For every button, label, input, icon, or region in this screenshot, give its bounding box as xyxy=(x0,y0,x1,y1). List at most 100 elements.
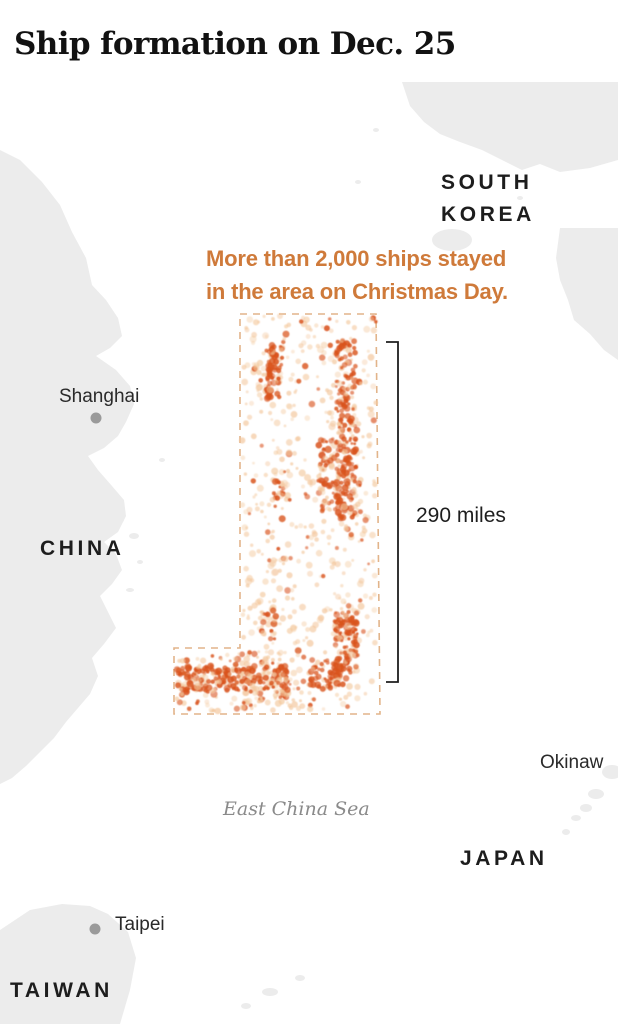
ship-dot xyxy=(316,478,320,483)
ship-dot xyxy=(341,610,345,615)
ship-dot xyxy=(253,620,258,626)
ship-dot xyxy=(329,395,334,400)
ship-dot xyxy=(284,686,291,694)
ship-dot xyxy=(330,415,334,420)
ship-dot xyxy=(345,704,350,709)
ship-dot xyxy=(315,673,322,680)
ship-dot xyxy=(278,622,282,626)
ship-dot xyxy=(307,706,314,713)
ship-dot xyxy=(263,643,270,650)
annotation-line-2: in the area on Christmas Day. xyxy=(206,279,508,304)
ship-dot xyxy=(321,608,328,614)
ship-dot xyxy=(288,677,293,682)
ship-dot xyxy=(269,531,273,535)
ship-dot xyxy=(270,657,275,662)
ship-dot xyxy=(301,340,307,346)
ship-dot xyxy=(271,354,278,361)
ship-dot xyxy=(339,412,346,419)
ship-dot xyxy=(339,408,345,413)
ship-dot xyxy=(217,674,222,679)
ship-dot xyxy=(295,705,302,712)
ship-dot xyxy=(346,493,353,500)
ship-dot xyxy=(272,668,278,674)
ship-dot xyxy=(300,678,307,685)
ship-dot xyxy=(372,639,378,646)
ship-dot xyxy=(260,509,264,514)
ship-dot xyxy=(368,406,374,412)
ship-dot xyxy=(295,436,301,442)
distance-label: 290 miles xyxy=(416,504,506,527)
ship-dot xyxy=(333,507,337,512)
ship-dot xyxy=(364,614,370,620)
ship-dot xyxy=(253,704,257,708)
ship-dot xyxy=(277,313,283,319)
ship-dot xyxy=(305,546,309,550)
ship-dot xyxy=(373,400,379,406)
formation-outline xyxy=(173,313,381,715)
ship-dot xyxy=(340,584,344,588)
ship-dot xyxy=(348,532,354,538)
ship-dot xyxy=(262,674,269,681)
ship-dot xyxy=(333,592,337,596)
ship-dot xyxy=(353,610,360,616)
ship-dot xyxy=(339,681,346,688)
ship-dot xyxy=(239,502,246,508)
ship-dot xyxy=(324,410,328,414)
ship-dot xyxy=(234,667,238,671)
ship-dot xyxy=(280,671,286,678)
ship-dot xyxy=(287,614,293,620)
ship-dot xyxy=(270,631,276,638)
ship-dot xyxy=(354,522,359,526)
ship-dot xyxy=(331,382,336,388)
ship-dot xyxy=(339,607,344,611)
ship-dot xyxy=(254,506,260,512)
ship-dot xyxy=(299,319,304,324)
ship-dot xyxy=(255,502,258,506)
ship-dot xyxy=(282,337,287,341)
ship-dot xyxy=(353,442,357,446)
ship-dot xyxy=(281,562,286,566)
ship-dot xyxy=(326,534,332,540)
ship-dot xyxy=(291,597,295,601)
ship-dot xyxy=(334,406,339,411)
ship-dot xyxy=(278,698,285,705)
ship-dot xyxy=(249,665,254,670)
ship-dot xyxy=(244,362,251,369)
ship-dot xyxy=(320,506,326,512)
ship-dot xyxy=(242,689,250,697)
ship-dot xyxy=(230,675,237,682)
ship-dot xyxy=(259,409,264,414)
ship-dot xyxy=(280,689,285,694)
shanghai-marker xyxy=(90,412,102,424)
ship-dot xyxy=(302,373,310,381)
ship-dot xyxy=(339,342,344,347)
ship-dot xyxy=(358,598,363,603)
ship-dot xyxy=(366,443,372,449)
ship-dot xyxy=(305,561,313,569)
ship-dot xyxy=(175,682,182,689)
ship-dot xyxy=(260,372,265,376)
ship-dot xyxy=(319,667,325,673)
ship-dot xyxy=(350,626,357,632)
ship-dot xyxy=(336,410,340,413)
ship-dot xyxy=(314,323,319,328)
ship-dot xyxy=(350,395,355,400)
ship-dot xyxy=(359,531,366,538)
ship-dot xyxy=(349,430,353,435)
ship-dot xyxy=(305,334,311,339)
ship-dot xyxy=(346,683,353,690)
ship-dot xyxy=(307,479,313,486)
ship-dot xyxy=(293,679,300,686)
ship-dot xyxy=(328,438,334,444)
ship-dot xyxy=(249,335,257,343)
ship-dot xyxy=(294,389,298,392)
ship-dot xyxy=(264,334,269,339)
ship-dot xyxy=(300,349,305,353)
ship-dot xyxy=(237,652,241,656)
ship-dot xyxy=(276,388,279,392)
ship-dot xyxy=(349,615,355,620)
ship-dot xyxy=(311,697,316,702)
ship-dot xyxy=(223,669,229,676)
ship-dot xyxy=(352,619,360,627)
